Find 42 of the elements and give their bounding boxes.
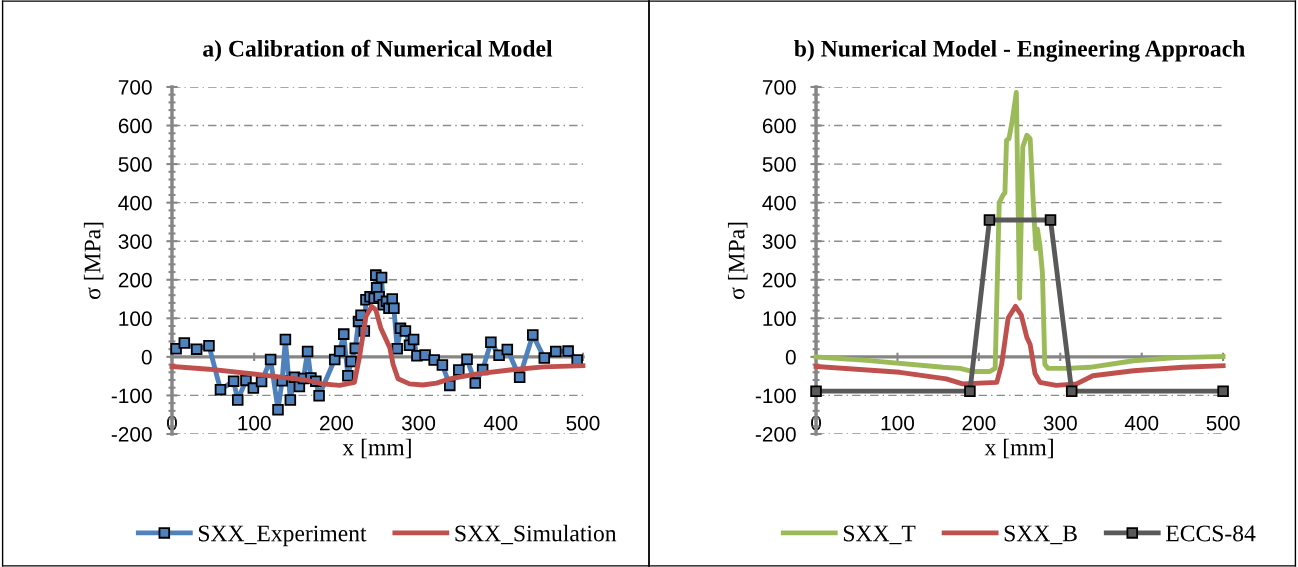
y-tick-label: 200 — [118, 272, 152, 288]
x-axis-title: x [mm] — [984, 438, 1053, 459]
y-tick-label: 500 — [118, 157, 152, 172]
y-tick-label: 100 — [763, 311, 796, 327]
y-tick-label: 700 — [118, 79, 152, 95]
y-tick-label: -100 — [755, 388, 796, 404]
x-tick-label: 100 — [881, 415, 915, 431]
y-axis-title: σ [MPa] — [727, 222, 748, 300]
y-tick-label: 300 — [762, 234, 796, 249]
x-tick-label: 200 — [962, 415, 996, 431]
legend-label: SXX_Simulation — [455, 524, 617, 545]
x-tick-label: 500 — [1206, 415, 1240, 431]
y-axis-title: σ [MPa] — [83, 222, 104, 300]
y-tick-label: 400 — [762, 195, 796, 211]
legend-label: SXX_T — [843, 525, 916, 545]
y-tick-label: 500 — [762, 157, 796, 172]
y-tick-label: 0 — [141, 349, 152, 365]
chart-title: b) Numerical Model - Engineering Approach — [794, 40, 1245, 62]
y-tick-label: 0 — [785, 349, 796, 365]
line-series — [813, 89, 1226, 374]
x-axis-title: x [mm] — [342, 438, 411, 459]
y-tick-label: 700 — [762, 79, 796, 95]
y-tick-label: 400 — [118, 195, 152, 211]
x-tick-label: 400 — [1124, 415, 1159, 431]
legend-label: SXX_B — [1004, 525, 1077, 545]
x-tick-label: 500 — [566, 415, 600, 431]
legend-label: SXX_Experiment — [198, 525, 367, 547]
x-tick-label: 300 — [401, 415, 436, 431]
y-tick-label: 600 — [762, 118, 796, 134]
legend-label: ECCS-84 — [1166, 525, 1256, 542]
y-tick-label: -200 — [755, 426, 796, 442]
y-tick-label: -100 — [111, 388, 152, 404]
y-tick-label: 200 — [762, 272, 796, 288]
y-tick-label: -200 — [111, 426, 152, 442]
x-tick-label: 300 — [1043, 415, 1077, 431]
x-tick-label: 400 — [483, 415, 518, 431]
y-tick-label: 100 — [119, 311, 152, 327]
y-tick-label: 600 — [118, 118, 152, 134]
x-tick-label: 200 — [320, 415, 353, 431]
y-tick-label: 300 — [118, 234, 152, 249]
chart-title: a) Calibration of Numerical Model — [203, 39, 553, 62]
x-tick-label: 100 — [238, 415, 271, 431]
